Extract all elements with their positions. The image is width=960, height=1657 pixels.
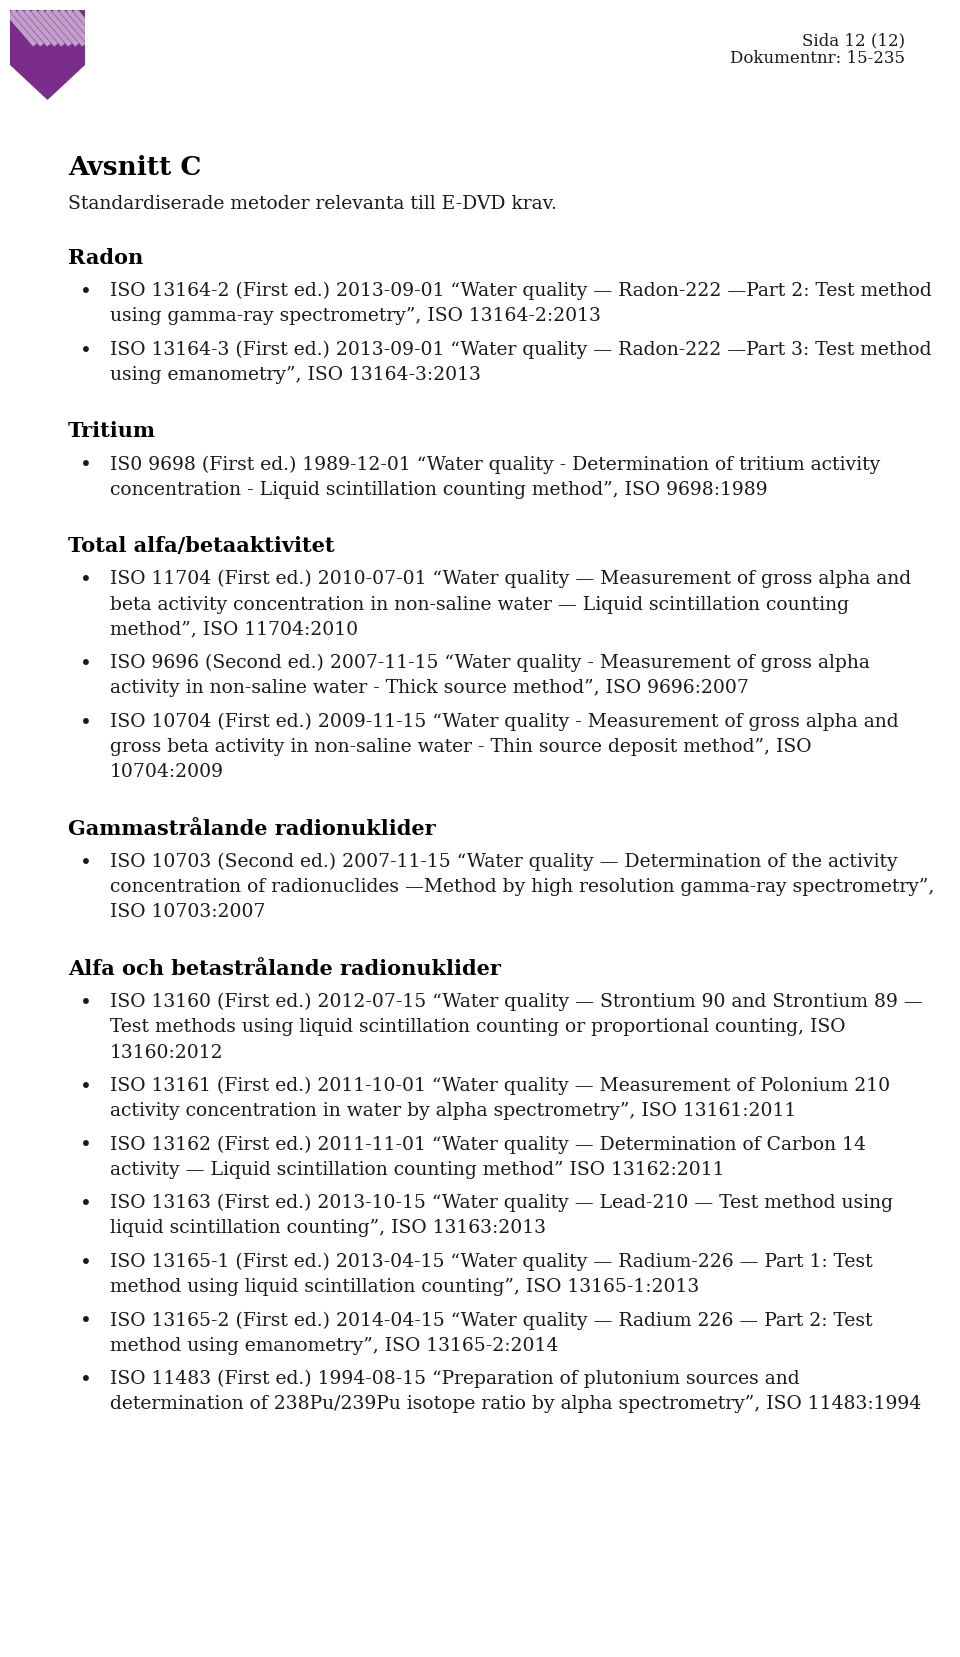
Text: ISO 13164-3 (First ed.) 2013-09-01 “Water quality — Radon-222 —Part 3: Test meth: ISO 13164-3 (First ed.) 2013-09-01 “Wate… (110, 341, 931, 360)
Text: activity — Liquid scintillation counting method” ISO 13162:2011: activity — Liquid scintillation counting… (110, 1162, 725, 1178)
Text: •: • (80, 456, 92, 476)
Text: 13160:2012: 13160:2012 (110, 1044, 224, 1062)
Text: •: • (80, 1077, 92, 1097)
Text: Dokumentnr: 15-235: Dokumentnr: 15-235 (730, 50, 905, 66)
Text: beta activity concentration in non-saline water — Liquid scintillation counting: beta activity concentration in non-salin… (110, 595, 849, 613)
Text: ISO 13160 (First ed.) 2012-07-15 “Water quality — Strontium 90 and Strontium 89 : ISO 13160 (First ed.) 2012-07-15 “Water … (110, 993, 923, 1011)
Text: •: • (80, 655, 92, 674)
Text: method”, ISO 11704:2010: method”, ISO 11704:2010 (110, 621, 358, 640)
Text: •: • (80, 853, 92, 873)
Text: concentration of radionuclides —Method by high resolution gamma-ray spectrometry: concentration of radionuclides —Method b… (110, 878, 934, 896)
Text: ISO 13162 (First ed.) 2011-11-01 “Water quality — Determination of Carbon 14: ISO 13162 (First ed.) 2011-11-01 “Water … (110, 1135, 866, 1153)
Text: Sida 12 (12): Sida 12 (12) (802, 31, 905, 50)
Polygon shape (10, 10, 85, 99)
Text: •: • (80, 572, 92, 590)
Text: 10704:2009: 10704:2009 (110, 764, 224, 782)
Text: Standardiserade metoder relevanta till E-DVD krav.: Standardiserade metoder relevanta till E… (68, 194, 557, 212)
Text: •: • (80, 1312, 92, 1331)
Text: determination of 238Pu/239Pu isotope ratio by alpha spectrometry”, ISO 11483:199: determination of 238Pu/239Pu isotope rat… (110, 1395, 922, 1413)
Text: ISO 11483 (First ed.) 1994-08-15 “Preparation of plutonium sources and: ISO 11483 (First ed.) 1994-08-15 “Prepar… (110, 1370, 800, 1389)
Text: Test methods using liquid scintillation counting or proportional counting, ISO: Test methods using liquid scintillation … (110, 1017, 846, 1036)
Text: using emanometry”, ISO 13164-3:2013: using emanometry”, ISO 13164-3:2013 (110, 366, 481, 384)
Text: ISO 13164-2 (First ed.) 2013-09-01 “Water quality — Radon-222 —Part 2: Test meth: ISO 13164-2 (First ed.) 2013-09-01 “Wate… (110, 282, 932, 300)
Text: ISO 13161 (First ed.) 2011-10-01 “Water quality — Measurement of Polonium 210: ISO 13161 (First ed.) 2011-10-01 “Water … (110, 1077, 890, 1095)
Text: •: • (80, 714, 92, 732)
Text: liquid scintillation counting”, ISO 13163:2013: liquid scintillation counting”, ISO 1316… (110, 1220, 546, 1238)
Text: activity in non-saline water - Thick source method”, ISO 9696:2007: activity in non-saline water - Thick sou… (110, 679, 749, 698)
Text: Tritium: Tritium (68, 421, 156, 441)
Text: ISO 9696 (Second ed.) 2007-11-15 “Water quality - Measurement of gross alpha: ISO 9696 (Second ed.) 2007-11-15 “Water … (110, 655, 870, 673)
Text: Alfa och betastrålande radionuklider: Alfa och betastrålande radionuklider (68, 959, 501, 979)
Text: ISO 10703 (Second ed.) 2007-11-15 “Water quality — Determination of the activity: ISO 10703 (Second ed.) 2007-11-15 “Water… (110, 853, 898, 872)
Text: using gamma-ray spectrometry”, ISO 13164-2:2013: using gamma-ray spectrometry”, ISO 13164… (110, 308, 601, 325)
Text: •: • (80, 283, 92, 302)
Text: ISO 13165-1 (First ed.) 2013-04-15 “Water quality — Radium-226 — Part 1: Test: ISO 13165-1 (First ed.) 2013-04-15 “Wate… (110, 1253, 873, 1271)
Text: ISO 13165-2 (First ed.) 2014-04-15 “Water quality — Radium 226 — Part 2: Test: ISO 13165-2 (First ed.) 2014-04-15 “Wate… (110, 1311, 873, 1329)
Text: gross beta activity in non-saline water - Thin source deposit method”, ISO: gross beta activity in non-saline water … (110, 737, 811, 756)
Text: concentration - Liquid scintillation counting method”, ISO 9698:1989: concentration - Liquid scintillation cou… (110, 481, 768, 499)
Text: ISO 10703:2007: ISO 10703:2007 (110, 903, 266, 921)
Text: Gammastrålande radionuklider: Gammastrålande radionuklider (68, 819, 436, 838)
Text: Radon: Radon (68, 249, 143, 268)
Text: •: • (80, 1370, 92, 1390)
Text: Avsnitt C: Avsnitt C (68, 156, 202, 181)
Text: •: • (80, 994, 92, 1012)
Text: IS0 9698 (First ed.) 1989-12-01 “Water quality - Determination of tritium activi: IS0 9698 (First ed.) 1989-12-01 “Water q… (110, 456, 880, 474)
Text: •: • (80, 1254, 92, 1273)
Text: ISO 13163 (First ed.) 2013-10-15 “Water quality — Lead-210 — Test method using: ISO 13163 (First ed.) 2013-10-15 “Water … (110, 1195, 893, 1213)
Text: ISO 10704 (First ed.) 2009-11-15 “Water quality - Measurement of gross alpha and: ISO 10704 (First ed.) 2009-11-15 “Water … (110, 713, 899, 731)
Text: method using emanometry”, ISO 13165-2:2014: method using emanometry”, ISO 13165-2:20… (110, 1337, 559, 1355)
Text: •: • (80, 1137, 92, 1155)
Text: method using liquid scintillation counting”, ISO 13165-1:2013: method using liquid scintillation counti… (110, 1278, 699, 1296)
Text: •: • (80, 341, 92, 361)
Text: •: • (80, 1195, 92, 1215)
Text: activity concentration in water by alpha spectrometry”, ISO 13161:2011: activity concentration in water by alpha… (110, 1102, 796, 1120)
Text: Total alfa/betaaktivitet: Total alfa/betaaktivitet (68, 537, 334, 557)
Text: ISO 11704 (First ed.) 2010-07-01 “Water quality — Measurement of gross alpha and: ISO 11704 (First ed.) 2010-07-01 “Water … (110, 570, 911, 588)
